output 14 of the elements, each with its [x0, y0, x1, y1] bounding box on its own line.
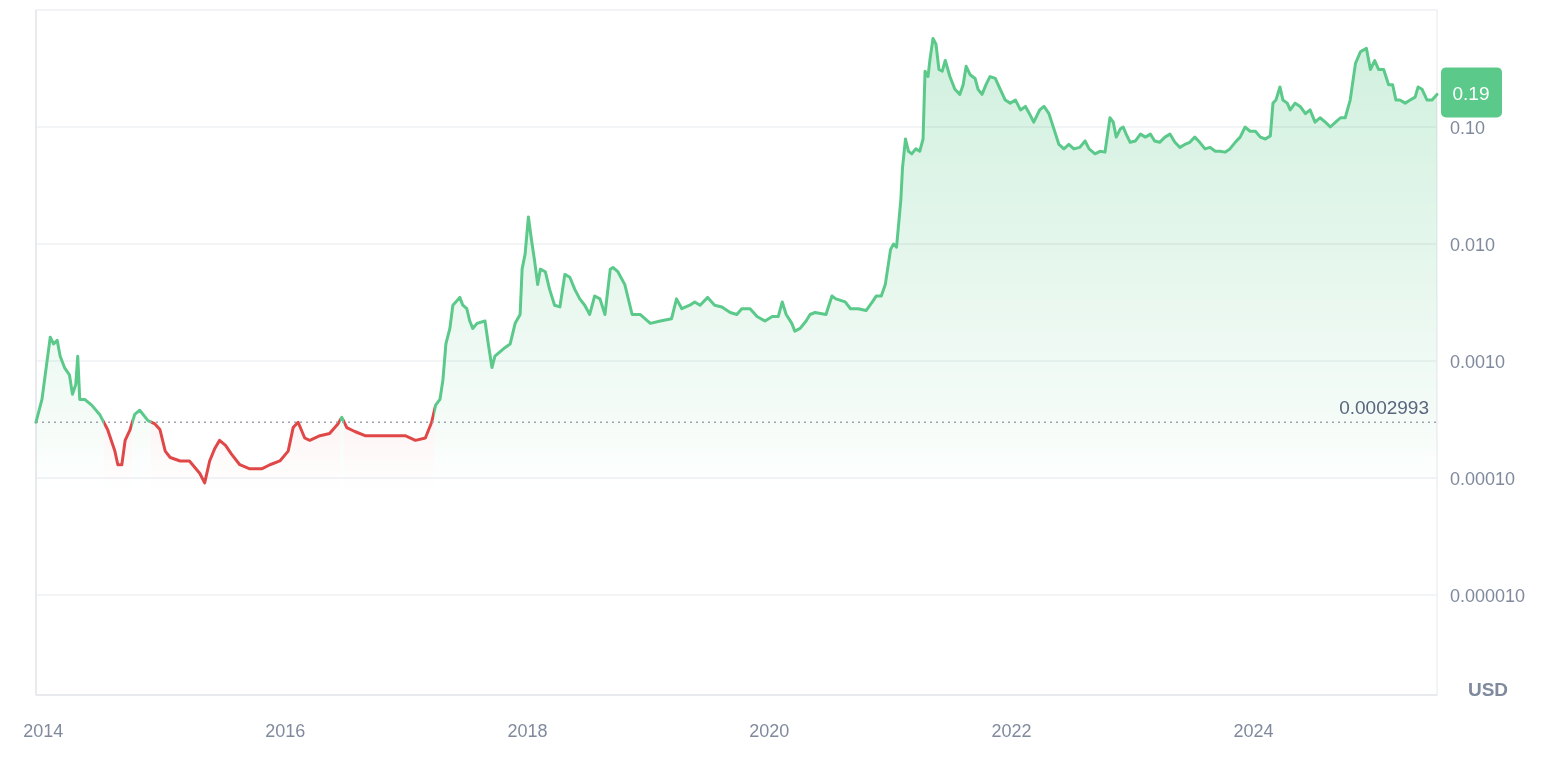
text: USD [1467, 679, 1509, 700]
x-tick-label: 2014 [23, 721, 64, 741]
ref-line-label: 0.0002993 [1339, 397, 1429, 419]
y-tick-label: 0.010 [1450, 235, 1496, 256]
y-tick-label: 0.10 [1450, 118, 1486, 139]
y-tick-label: 0.0010 [1450, 352, 1506, 373]
y-tick-label: 0.000010 [1450, 586, 1526, 607]
x-tick-label: 2022 [991, 721, 1032, 741]
x-tick-label: 2024 [1233, 721, 1274, 741]
x-tick-label: 2020 [749, 721, 790, 741]
x-tick-label: 2018 [507, 721, 548, 741]
x-tick-label: 2016 [265, 721, 306, 741]
annotation: 0.19 [1452, 83, 1490, 105]
y-tick-label: 0.00010 [1450, 469, 1516, 490]
